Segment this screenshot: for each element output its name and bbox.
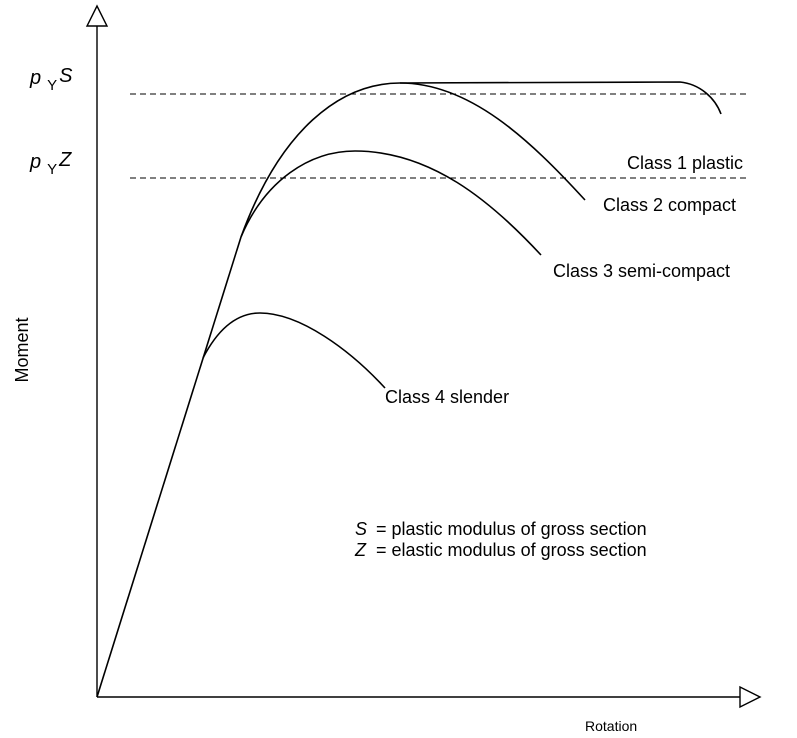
- curve-label: Class 2 compact: [603, 195, 736, 215]
- curve-label: Class 4 slender: [385, 387, 509, 407]
- curve-label: Class 1 plastic: [627, 153, 743, 173]
- curve-class-4: [202, 312, 386, 389]
- y-axis-label: Moment: [12, 317, 32, 382]
- curve-label: Class 3 semi-compact: [553, 261, 730, 281]
- elastic-line: [96, 236, 242, 698]
- note-symbol: S: [355, 519, 367, 539]
- curve-class-3: [240, 150, 542, 256]
- note-symbol: Z: [354, 540, 367, 560]
- x-axis-label: Rotation: [585, 718, 637, 734]
- note-text: = plastic modulus of gross section: [376, 519, 647, 539]
- y-axis-arrow: [85, 4, 109, 27]
- note-text: = elastic modulus of gross section: [376, 540, 647, 560]
- x-axis-arrow: [739, 685, 762, 709]
- curve-class-2: [399, 82, 586, 201]
- curve-class-1: [240, 81, 722, 238]
